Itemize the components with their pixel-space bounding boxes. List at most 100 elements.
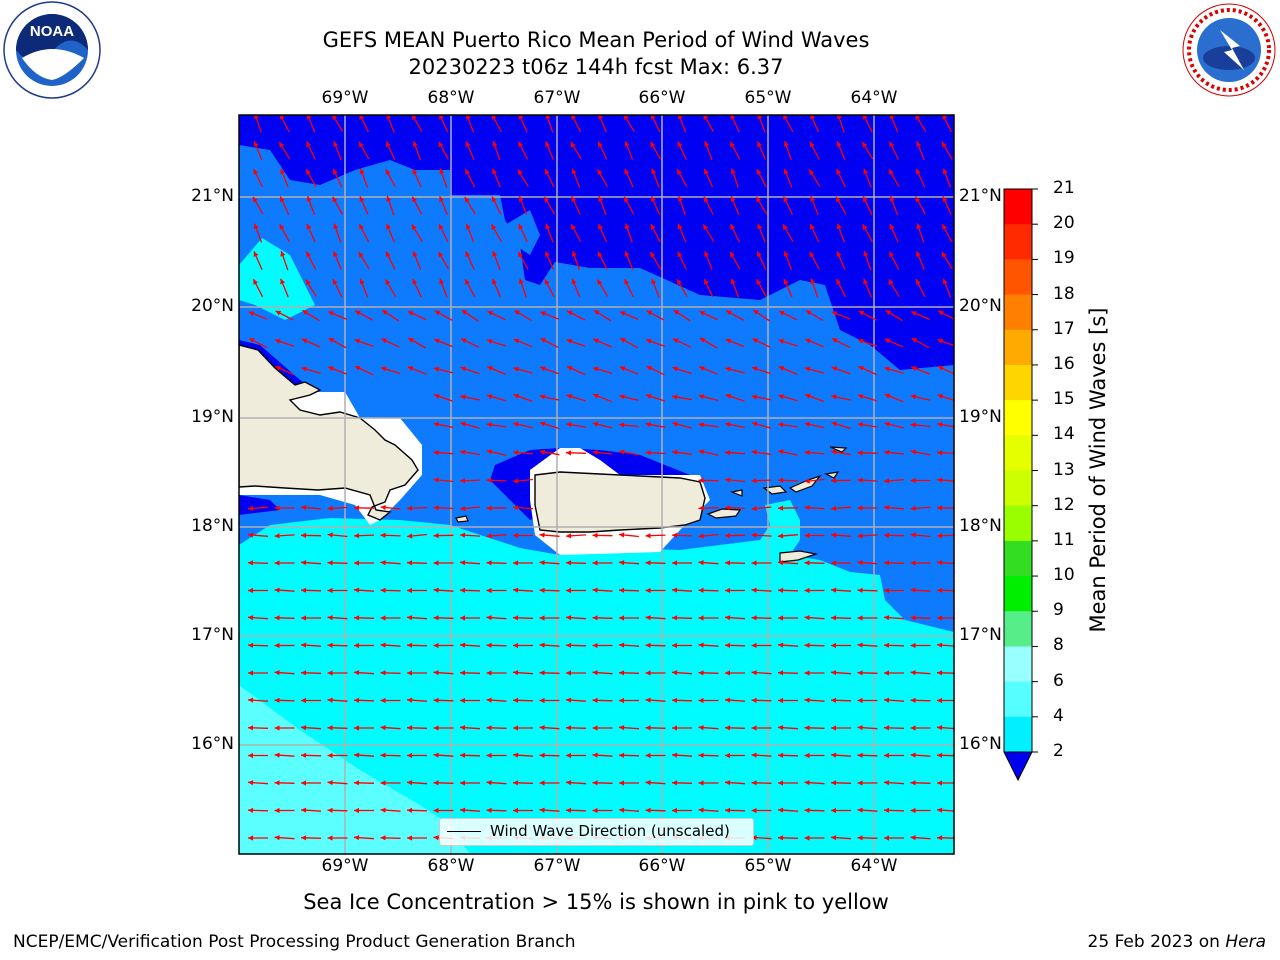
wind-wave-arrowhead (624, 223, 630, 230)
wind-wave-arrowhead (407, 670, 412, 676)
wind-wave-arrowhead (566, 615, 572, 621)
wind-wave-arrowhead (857, 450, 863, 456)
wind-wave-arrowhead (804, 532, 810, 539)
wind-wave-arrowhead (783, 141, 789, 147)
wind-wave-arrowhead (836, 279, 841, 285)
wind-wave-arrowhead (248, 780, 254, 786)
wind-wave-arrowhead (889, 196, 895, 202)
wind-wave-arrowhead (513, 780, 519, 786)
wind-wave-arrowhead (756, 196, 762, 203)
wind-wave-arrowhead (778, 725, 784, 731)
wind-wave-arrowhead (698, 560, 704, 566)
wind-wave-arrowhead (513, 532, 518, 539)
wind-wave-arrowhead (566, 422, 572, 428)
wind-wave-arrowhead (592, 752, 598, 758)
wind-wave-arrowhead (831, 449, 837, 455)
wind-wave-arrowhead (492, 278, 497, 285)
wind-wave-arrowhead (673, 310, 680, 315)
wind-wave-arrowhead (857, 533, 863, 539)
wind-wave-arrowhead (513, 587, 519, 593)
wind-wave-arrowhead (624, 279, 630, 285)
wind-wave-arrowhead (592, 560, 598, 566)
wind-wave-arrowhead (857, 725, 863, 731)
wind-wave-arrowhead (386, 115, 392, 120)
wind-wave-arrowhead (460, 532, 466, 538)
wind-wave-arrowhead (539, 532, 545, 538)
wave-period-6-8-region (239, 685, 470, 854)
wind-wave-arrowhead (301, 752, 307, 758)
wind-wave-arrowhead (836, 115, 842, 120)
wind-wave-arrowhead (598, 115, 603, 120)
wind-wave-arrowhead (566, 642, 572, 648)
wind-wave-arrowhead (751, 807, 757, 814)
wind-wave-arrowhead (778, 587, 784, 593)
wind-wave-arrowhead (910, 780, 916, 786)
wind-wave-arrowhead (831, 394, 837, 400)
wind-wave-arrowhead (805, 310, 812, 316)
wind-wave-arrowhead (888, 279, 894, 286)
wind-wave-arrowhead (433, 835, 439, 841)
wind-wave-arrowhead (911, 311, 917, 316)
wind-wave-arrowhead (327, 807, 333, 813)
wind-wave-arrowhead (672, 394, 678, 400)
wind-wave-arrowhead (248, 615, 254, 621)
wind-wave-arrowhead (301, 560, 307, 566)
wind-wave-arrowhead (937, 670, 943, 676)
lon-label-top: 68°W (427, 88, 475, 108)
wind-wave-arrowhead (327, 615, 333, 621)
wind-wave-arrowhead (779, 311, 785, 316)
land-st-croix (779, 550, 819, 563)
wind-wave-arrowhead (486, 807, 492, 813)
wind-wave-arrowhead (433, 725, 439, 731)
svg-text:NOAA: NOAA (30, 23, 74, 40)
wind-wave-arrowhead (858, 366, 864, 371)
wind-wave-arrowhead (672, 615, 678, 621)
wind-wave-arrowhead (751, 505, 757, 512)
wind-wave-arrowhead (831, 587, 837, 593)
wind-wave-arrowhead (804, 697, 810, 703)
colorbar-tick-label: 12 (1053, 494, 1075, 515)
wind-wave-arrowhead (916, 141, 922, 147)
wind-wave-arrowhead (698, 725, 704, 731)
wind-wave-arrowhead (619, 394, 625, 400)
wind-wave-arrowhead (651, 196, 656, 202)
wind-wave-arrowhead (672, 366, 678, 372)
wind-wave-arrowhead (566, 533, 572, 539)
wind-wave-arrowhead (274, 533, 280, 539)
wind-wave-arrowhead (354, 752, 360, 758)
wind-wave-arrowhead (460, 394, 466, 400)
wind-wave-arrowhead (540, 338, 547, 343)
wind-wave-arrowhead (831, 478, 837, 484)
wind-wave-arrowhead (327, 560, 333, 566)
wind-wave-arrowhead (619, 560, 625, 566)
wind-wave-arrowhead (486, 642, 492, 648)
wind-wave-arrowhead (938, 310, 944, 316)
colorbar-tick-label: 13 (1053, 459, 1075, 480)
wind-wave-arrowhead (915, 115, 921, 121)
wind-wave-arrowhead (433, 422, 440, 427)
lat-label-left: 21°N (191, 186, 234, 206)
wind-wave-arrowhead (328, 366, 334, 372)
wind-wave-arrowhead (751, 560, 757, 566)
wind-wave-arrowhead (301, 338, 308, 344)
wind-wave-arrowhead (884, 393, 891, 399)
wind-wave-arrowhead (704, 251, 710, 257)
wind-wave-arrowhead (650, 141, 656, 148)
wind-wave-arrowhead (726, 310, 732, 316)
wind-wave-arrowhead (301, 807, 307, 813)
wind-wave-arrowhead (592, 697, 598, 703)
wind-wave-arrowhead (461, 338, 467, 344)
wind-wave-arrowhead (831, 505, 837, 511)
lon-label-top: 69°W (321, 88, 369, 108)
wind-wave-arrowhead (274, 835, 280, 841)
wind-wave-arrowhead (539, 670, 545, 676)
legend-label: Wind Wave Direction (unscaled) (490, 822, 730, 840)
wind-wave-arrowhead (566, 697, 572, 703)
wind-wave-arrowhead (354, 725, 359, 731)
lat-label-left: 19°N (191, 407, 234, 427)
wind-wave-arrowhead (677, 115, 683, 120)
wind-wave-arrowhead (805, 393, 811, 399)
wind-wave-arrowhead (434, 338, 440, 344)
wind-wave-arrowhead (544, 279, 550, 285)
wind-wave-arrowhead (884, 780, 890, 786)
